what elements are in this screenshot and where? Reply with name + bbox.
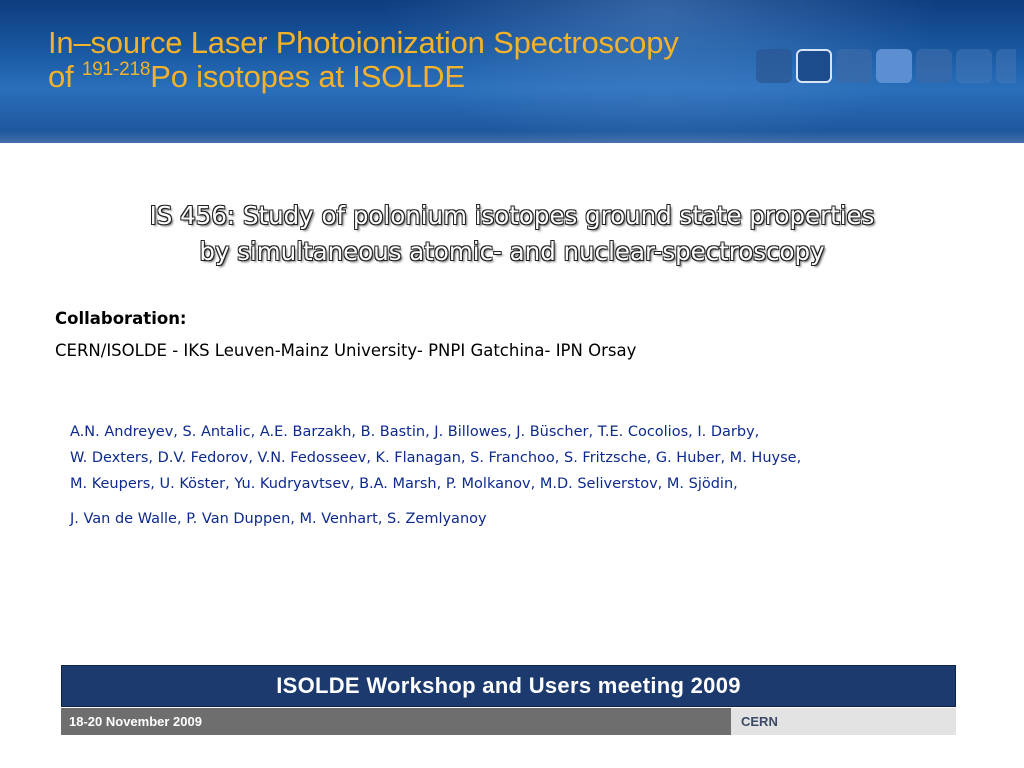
author-line: W. Dexters, D.V. Fedorov, V.N. Fedosseev… — [70, 450, 802, 466]
slide-title-line2-suffix: Po isotopes at ISOLDE — [150, 59, 465, 94]
banner-bottom-band — [0, 131, 1024, 143]
decorative-tile — [916, 49, 952, 83]
decorative-tile — [756, 49, 792, 83]
decorative-tile-outlined — [796, 49, 832, 83]
decorative-tile-highlighted — [876, 49, 912, 83]
decorative-tile — [836, 49, 872, 83]
experiment-subtitle: IS 456: Study of polonium isotopes groun… — [0, 198, 1024, 270]
footer-event-title: ISOLDE Workshop and Users meeting 2009 — [276, 673, 741, 698]
collaboration-heading: Collaboration: — [55, 309, 187, 328]
slide-title-line1: In–source Laser Photoionization Spectros… — [48, 25, 679, 60]
mass-number-range: 191-218 — [81, 59, 151, 80]
subtitle-line1: IS 456: Study of polonium isotopes groun… — [149, 201, 875, 230]
decorative-tile — [996, 49, 1016, 83]
author-line: J. Van de Walle, P. Van Duppen, M. Venha… — [70, 511, 487, 527]
decorative-tile — [956, 49, 992, 83]
subtitle-line2: by simultaneous atomic- and nuclear-spec… — [199, 237, 825, 266]
footer-event-bar: ISOLDE Workshop and Users meeting 2009 — [61, 665, 956, 707]
author-line: A.N. Andreyev, S. Antalic, A.E. Barzakh,… — [70, 424, 760, 440]
author-line: M. Keupers, U. Köster, Yu. Kudryavtsev, … — [70, 476, 738, 492]
author-list: A.N. Andreyev, S. Antalic, A.E. Barzakh,… — [70, 419, 1000, 532]
title-banner: In–source Laser Photoionization Spectros… — [0, 0, 1024, 143]
footer-organization: CERN — [731, 708, 956, 735]
slide-title: In–source Laser Photoionization Spectros… — [48, 26, 768, 94]
footer-date: 18-20 November 2009 — [61, 708, 731, 735]
collaboration-institutions: CERN/ISOLDE - IKS Leuven-Mainz Universit… — [55, 341, 637, 360]
slide-title-line2-prefix: of — [48, 59, 82, 94]
